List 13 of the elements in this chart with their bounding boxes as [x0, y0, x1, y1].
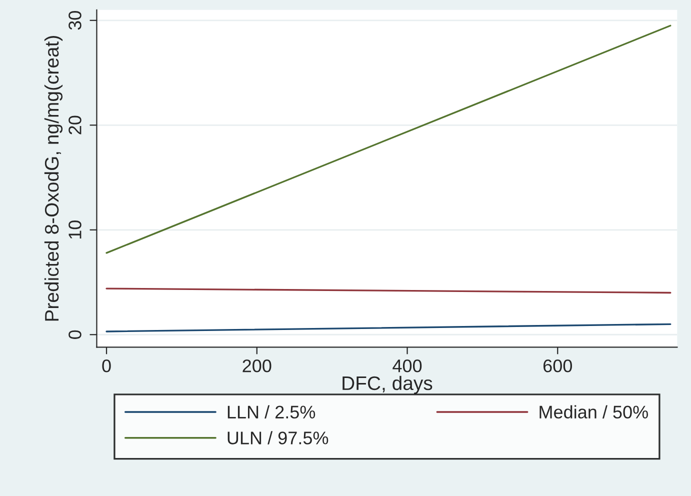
x-tick-label: 400: [392, 359, 422, 372]
y-tick-label: 20: [68, 116, 82, 134]
y-tick-label: 0: [68, 330, 82, 339]
x-tick-label: 600: [543, 359, 572, 372]
y-tick-label: 10: [68, 220, 82, 239]
x-tick-label: 0: [102, 359, 111, 372]
legend-label: LLN / 2.5%: [228, 405, 316, 419]
x-tick-label: 200: [242, 359, 272, 372]
legend-label: Median / 50%: [540, 405, 648, 419]
x-axis-title: DFC, days: [342, 376, 432, 394]
y-tick-label: 30: [68, 11, 82, 30]
y-axis-title: Predicted 8-OxodG, ng/mg(creat): [44, 36, 63, 321]
legend-label: ULN / 97.5%: [228, 431, 328, 444]
